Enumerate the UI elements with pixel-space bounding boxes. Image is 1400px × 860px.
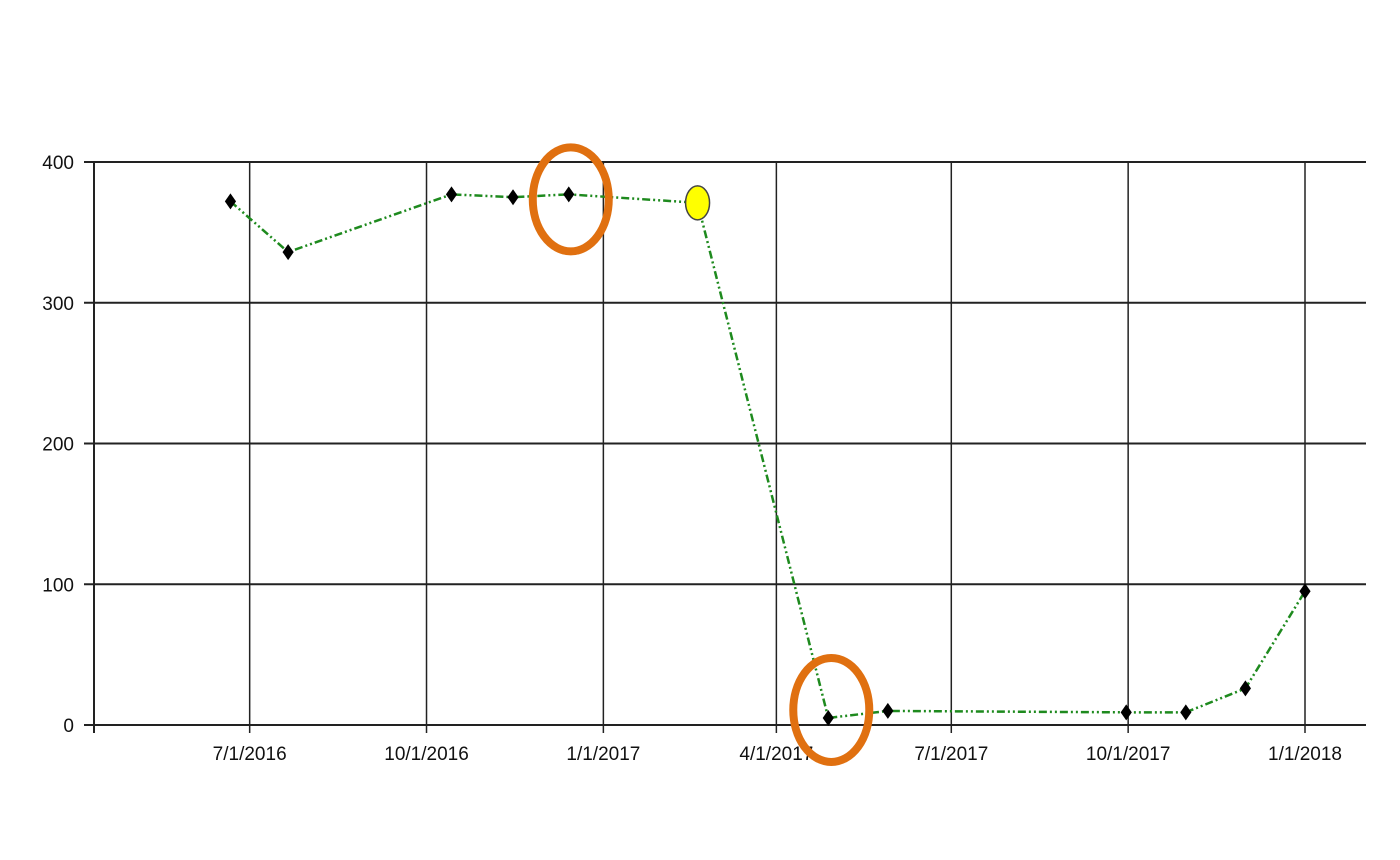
x-tick-label: 10/1/2017 [1086, 744, 1171, 765]
x-tick-label: 4/1/2017 [739, 744, 813, 765]
annotation-circles [528, 143, 874, 766]
series-line [229, 193, 1307, 720]
data-point [1120, 704, 1132, 721]
x-tick-label: 7/1/2017 [914, 744, 988, 765]
annotation-circle [789, 653, 874, 766]
data-point [882, 702, 894, 719]
y-tick-label: 0 [63, 716, 74, 737]
data-point [445, 186, 458, 203]
x-tick-label: 10/1/2016 [384, 744, 469, 765]
x-tick-label: 1/1/2017 [566, 744, 640, 765]
x-tick-label: 7/1/2016 [213, 744, 287, 765]
data-point [822, 709, 834, 726]
annotation-circle [528, 143, 613, 256]
x-tick-label: 1/1/2018 [1268, 744, 1342, 765]
data-point [1239, 680, 1252, 697]
x-axis-tick-labels: 7/1/2016 10/1/2016 1/1/2017 4/1/2017 7/1/201… [213, 744, 1342, 765]
data-point [282, 244, 294, 261]
data-point [224, 193, 237, 210]
data-point [1180, 704, 1192, 721]
y-tick-label: 300 [42, 294, 74, 315]
y-tick-label: 100 [42, 575, 74, 596]
data-point [563, 186, 575, 203]
y-axis-tick-labels: 0 100 200 300 400 [42, 153, 74, 737]
data-point [507, 189, 519, 206]
chart-grid [84, 161, 1366, 733]
data-point [1299, 583, 1311, 600]
y-tick-label: 200 [42, 435, 74, 456]
data-series [224, 185, 1311, 726]
y-tick-label: 400 [42, 153, 74, 174]
highlighted-point [684, 185, 711, 221]
